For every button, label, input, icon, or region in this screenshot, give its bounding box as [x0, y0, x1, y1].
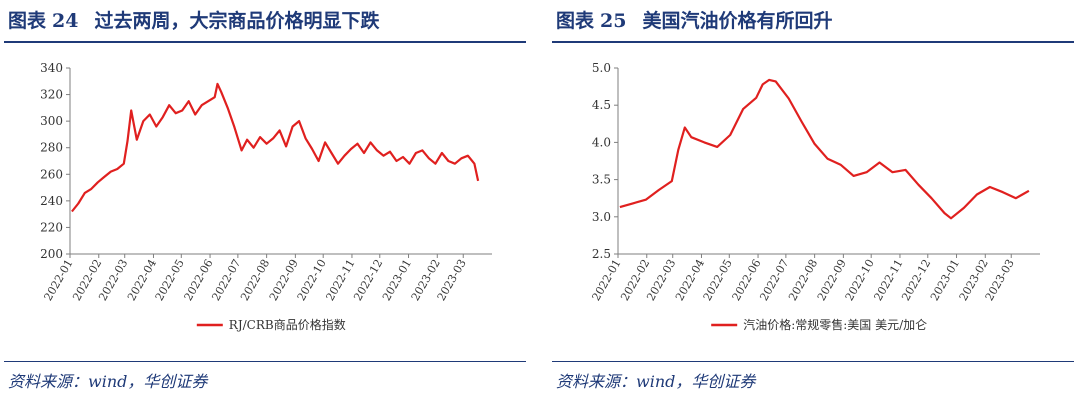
y-tick-label: 260	[40, 167, 63, 181]
source-rule	[4, 361, 526, 362]
figure-label: 图表	[556, 10, 595, 32]
y-tick-label: 240	[40, 194, 63, 208]
legend-label: 汽油价格:常规零售:美国 美元/加仑	[743, 317, 927, 332]
figure-number: 24	[52, 10, 79, 32]
y-tick-label: 280	[40, 141, 63, 155]
figure-number: 25	[600, 10, 627, 32]
title-rule	[4, 41, 526, 43]
source-note: 资料来源：wind，华创证券	[556, 372, 756, 391]
chart-panel-25: 图表 25 美国汽油价格有所回升 2.5 3.0 3.5 4.0 4.5 5.0 2022-01…	[548, 0, 1074, 400]
y-tick-label: 4.0	[592, 135, 611, 149]
legend-label: RJ/CRB商品价格指数	[229, 317, 346, 332]
y-tick-label: 3.5	[592, 173, 611, 187]
source-note: 资料来源：wind，华创证券	[8, 372, 208, 391]
title-rule	[552, 41, 1074, 43]
y-tick-label: 220	[40, 220, 63, 234]
line-chart-gasoline-price: 2.53.03.54.04.55.02022-012022-022022-032…	[589, 61, 1040, 332]
figure-title-text: 美国汽油价格有所回升	[642, 10, 833, 32]
series-line	[619, 78, 1030, 220]
y-tick-label: 4.5	[592, 98, 611, 112]
chart-panel-24: 图表 24 过去两周，大宗商品价格明显下跌 200 220 240 260 280 300 32…	[0, 0, 526, 400]
figure-title: 图表 24 过去两周，大宗商品价格明显下跌	[8, 6, 379, 36]
y-tick-label: 340	[40, 61, 63, 75]
line-chart-commodity-index: 2002202402602803003203402022-012022-0220…	[40, 61, 492, 332]
figure-label: 图表	[8, 10, 47, 32]
y-tick-label: 300	[40, 114, 63, 128]
figure-title-text: 过去两周，大宗商品价格明显下跌	[94, 10, 380, 32]
y-tick-label: 5.0	[592, 61, 611, 75]
y-tick-label: 200	[40, 247, 63, 261]
series-line	[71, 82, 480, 213]
source-rule	[552, 361, 1074, 362]
y-tick-label: 3.0	[592, 210, 611, 224]
legend: RJ/CRB商品价格指数	[196, 317, 346, 332]
y-tick-label: 320	[40, 88, 63, 102]
figure-title: 图表 25 美国汽油价格有所回升	[556, 6, 832, 36]
legend: 汽油价格:常规零售:美国 美元/加仑	[711, 317, 927, 332]
y-tick-label: 2.5	[592, 247, 611, 261]
